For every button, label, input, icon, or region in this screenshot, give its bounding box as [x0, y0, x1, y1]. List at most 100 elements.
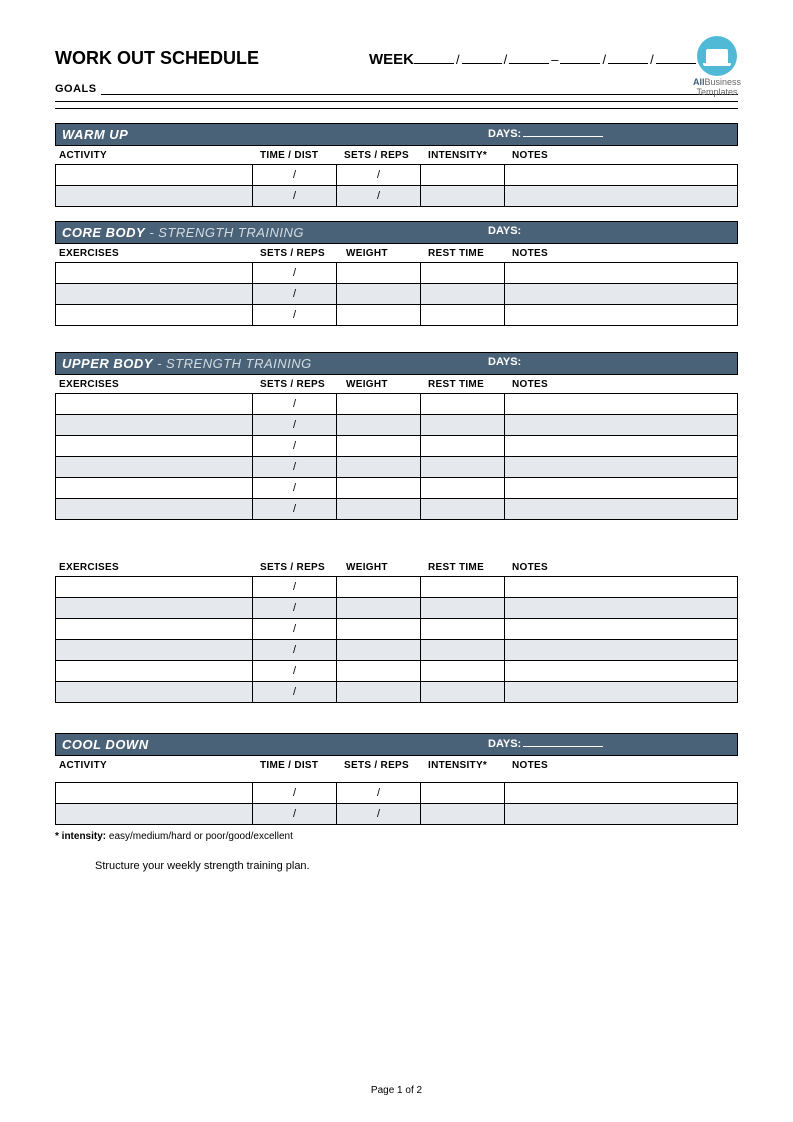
table-cell[interactable]	[421, 186, 505, 207]
table-cell[interactable]: /	[253, 263, 337, 284]
table-cell[interactable]: /	[253, 284, 337, 305]
table-cell[interactable]	[421, 598, 505, 619]
table-cell[interactable]: /	[253, 783, 337, 804]
table-cell[interactable]	[56, 499, 253, 520]
table-cell[interactable]	[505, 165, 738, 186]
table-cell[interactable]	[337, 394, 421, 415]
table-cell[interactable]: /	[337, 165, 421, 186]
table-cell[interactable]: /	[253, 619, 337, 640]
table-cell[interactable]: /	[253, 499, 337, 520]
week-to-1[interactable]	[560, 50, 600, 64]
table-cell[interactable]	[337, 661, 421, 682]
table-cell[interactable]: /	[253, 457, 337, 478]
table-cell[interactable]	[421, 577, 505, 598]
table-cell[interactable]	[421, 165, 505, 186]
table-cell[interactable]	[505, 577, 738, 598]
table-cell[interactable]	[337, 436, 421, 457]
table-cell[interactable]	[421, 640, 505, 661]
table-cell[interactable]: /	[253, 661, 337, 682]
table-cell[interactable]	[56, 598, 253, 619]
table-cell[interactable]	[421, 415, 505, 436]
table-cell[interactable]	[505, 783, 738, 804]
table-cell[interactable]	[56, 804, 253, 825]
table-cell[interactable]	[505, 478, 738, 499]
table-cell[interactable]	[337, 499, 421, 520]
table-cell[interactable]	[56, 619, 253, 640]
table-cell[interactable]	[56, 783, 253, 804]
table-cell[interactable]	[337, 457, 421, 478]
table-cell[interactable]: /	[253, 804, 337, 825]
table-cell[interactable]	[505, 682, 738, 703]
table-cell[interactable]: /	[253, 436, 337, 457]
table-cell[interactable]	[56, 186, 253, 207]
table-cell[interactable]: /	[337, 186, 421, 207]
week-to-3[interactable]	[656, 50, 696, 64]
table-cell[interactable]	[505, 499, 738, 520]
warmup-days-input[interactable]	[523, 127, 603, 137]
table-cell[interactable]	[505, 415, 738, 436]
table-cell[interactable]	[505, 284, 738, 305]
table-cell[interactable]	[421, 436, 505, 457]
table-cell[interactable]	[505, 436, 738, 457]
table-cell[interactable]	[56, 394, 253, 415]
table-cell[interactable]	[421, 394, 505, 415]
table-cell[interactable]	[421, 457, 505, 478]
week-from-3[interactable]	[509, 50, 549, 64]
week-to-2[interactable]	[608, 50, 648, 64]
table-cell[interactable]	[337, 305, 421, 326]
table-cell[interactable]	[56, 682, 253, 703]
table-cell[interactable]	[505, 619, 738, 640]
table-cell[interactable]	[505, 457, 738, 478]
table-cell[interactable]	[505, 598, 738, 619]
table-cell[interactable]	[337, 640, 421, 661]
table-cell[interactable]: /	[337, 804, 421, 825]
table-cell[interactable]	[505, 804, 738, 825]
goals-line-3[interactable]	[55, 105, 738, 109]
table-cell[interactable]	[337, 415, 421, 436]
table-cell[interactable]: /	[253, 682, 337, 703]
table-cell[interactable]: /	[253, 478, 337, 499]
table-cell[interactable]	[56, 457, 253, 478]
table-cell[interactable]: /	[253, 598, 337, 619]
table-cell[interactable]	[337, 263, 421, 284]
table-cell[interactable]: /	[253, 577, 337, 598]
table-cell[interactable]: /	[253, 394, 337, 415]
table-cell[interactable]	[505, 640, 738, 661]
table-cell[interactable]	[421, 263, 505, 284]
table-cell[interactable]	[56, 415, 253, 436]
table-cell[interactable]	[421, 619, 505, 640]
table-cell[interactable]	[505, 263, 738, 284]
table-cell[interactable]	[56, 165, 253, 186]
table-cell[interactable]	[56, 640, 253, 661]
table-cell[interactable]	[337, 598, 421, 619]
table-cell[interactable]	[56, 436, 253, 457]
table-cell[interactable]	[337, 619, 421, 640]
table-cell[interactable]	[337, 284, 421, 305]
table-cell[interactable]	[56, 577, 253, 598]
table-cell[interactable]	[421, 804, 505, 825]
table-cell[interactable]: /	[253, 305, 337, 326]
table-cell[interactable]: /	[253, 165, 337, 186]
table-cell[interactable]	[421, 499, 505, 520]
table-cell[interactable]	[505, 305, 738, 326]
table-cell[interactable]	[56, 478, 253, 499]
table-cell[interactable]: /	[253, 640, 337, 661]
table-cell[interactable]	[56, 263, 253, 284]
table-cell[interactable]	[421, 305, 505, 326]
table-cell[interactable]	[56, 661, 253, 682]
table-cell[interactable]	[505, 394, 738, 415]
table-cell[interactable]	[421, 682, 505, 703]
table-cell[interactable]	[505, 186, 738, 207]
table-cell[interactable]	[505, 661, 738, 682]
goals-line-2[interactable]	[55, 98, 738, 102]
table-cell[interactable]	[421, 284, 505, 305]
table-cell[interactable]	[421, 661, 505, 682]
table-cell[interactable]	[56, 284, 253, 305]
table-cell[interactable]	[337, 478, 421, 499]
table-cell[interactable]	[337, 682, 421, 703]
cooldown-days-input[interactable]	[523, 737, 603, 747]
table-cell[interactable]: /	[253, 415, 337, 436]
table-cell[interactable]: /	[253, 186, 337, 207]
week-from-1[interactable]	[414, 50, 454, 64]
table-cell[interactable]: /	[337, 783, 421, 804]
